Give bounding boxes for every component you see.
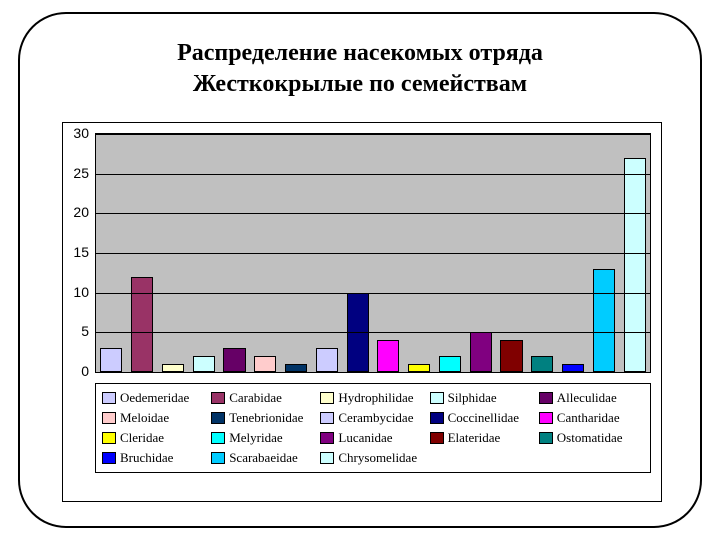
legend-item: Cerambycidae: [320, 410, 425, 426]
bar-hydrophilidae: [162, 364, 184, 372]
legend-item: Tenebrionidae: [211, 410, 316, 426]
y-tick-label: 15: [73, 244, 89, 260]
bar-cerambycidae: [316, 348, 338, 372]
legend-label: Melyridae: [229, 430, 282, 446]
legend-label: Ostomatidae: [557, 430, 623, 446]
legend: Oedemeridae Carabidae Hydrophilidae Silphid…: [95, 383, 651, 473]
legend-label: Chrysomelidae: [338, 450, 417, 466]
legend-swatch: [102, 392, 116, 404]
legend-item: Meloidae: [102, 410, 207, 426]
title-line-2: Жесткокрылые по семействам: [193, 71, 527, 97]
legend-swatch: [430, 392, 444, 404]
legend-label: Alleculidae: [557, 390, 617, 406]
legend-swatch: [102, 432, 116, 444]
legend-label: Hydrophilidae: [338, 390, 413, 406]
legend-swatch: [211, 432, 225, 444]
legend-swatch: [539, 412, 553, 424]
card: Распределение насекомых отряда Жесткокры…: [18, 12, 702, 528]
legend-item: Oedemeridae: [102, 390, 207, 406]
legend-item: Ostomatidae: [539, 430, 644, 446]
plot-area: [95, 133, 651, 373]
bar-scarabaeidae: [593, 269, 615, 372]
legend-label: Coccinellidae: [448, 410, 519, 426]
y-tick-label: 10: [73, 284, 89, 300]
legend-swatch: [102, 412, 116, 424]
grid-line: [96, 213, 650, 214]
legend-swatch: [539, 392, 553, 404]
bar-chrysomelidae: [624, 158, 646, 372]
legend-item: Hydrophilidae: [320, 390, 425, 406]
title-line-1: Распределение насекомых отряда: [177, 40, 543, 66]
legend-swatch: [211, 412, 225, 424]
legend-swatch: [430, 432, 444, 444]
bar-silphidae: [193, 356, 215, 372]
legend-label: Lucanidae: [338, 430, 392, 446]
y-tick-label: 30: [73, 125, 89, 141]
chart-panel: 0 5 10 15 20 25 30 Oedemeridae Carabidae Hydroph…: [62, 122, 662, 502]
bar-elateridae: [500, 340, 522, 372]
legend-swatch: [211, 452, 225, 464]
bar-bruchidae: [562, 364, 584, 372]
y-axis-labels: 051015202530: [63, 133, 93, 373]
legend-item: Silphidae: [430, 390, 535, 406]
legend-label: Cantharidae: [557, 410, 620, 426]
grid-line: [96, 293, 650, 294]
bar-meloidae: [254, 356, 276, 372]
legend-label: Oedemeridae: [120, 390, 189, 406]
legend-label: Meloidae: [120, 410, 169, 426]
legend-swatch: [539, 432, 553, 444]
legend-item: Coccinellidae: [430, 410, 535, 426]
bar-oedemeridae: [100, 348, 122, 372]
legend-label: Elateridae: [448, 430, 501, 446]
legend-item: Scarabaeidae: [211, 450, 316, 466]
chart-title: Распределение насекомых отряда Жесткокры…: [20, 38, 700, 100]
bar-lucanidae: [470, 332, 492, 372]
legend-label: Bruchidae: [120, 450, 173, 466]
grid-line: [96, 332, 650, 333]
bar-tenebrionidae: [285, 364, 307, 372]
legend-item: Cleridae: [102, 430, 207, 446]
legend-item: Elateridae: [430, 430, 535, 446]
legend-swatch: [102, 452, 116, 464]
legend-item: Alleculidae: [539, 390, 644, 406]
legend-swatch: [320, 432, 334, 444]
legend-label: Silphidae: [448, 390, 497, 406]
legend-swatch: [320, 412, 334, 424]
grid-line: [96, 134, 650, 135]
legend-swatch: [320, 392, 334, 404]
legend-item: Cantharidae: [539, 410, 644, 426]
legend-swatch: [211, 392, 225, 404]
legend-label: Cerambycidae: [338, 410, 413, 426]
y-tick-label: 0: [81, 363, 89, 379]
legend-item: Melyridae: [211, 430, 316, 446]
bar-alleculidae: [223, 348, 245, 372]
bar-carabidae: [131, 277, 153, 372]
legend-label: Carabidae: [229, 390, 282, 406]
bar-cantharidae: [377, 340, 399, 372]
legend-item: Lucanidae: [320, 430, 425, 446]
legend-label: Scarabaeidae: [229, 450, 298, 466]
bar-cleridae: [408, 364, 430, 372]
legend-item: Chrysomelidae: [320, 450, 425, 466]
legend-swatch: [320, 452, 334, 464]
y-tick-label: 5: [81, 323, 89, 339]
legend-item: Carabidae: [211, 390, 316, 406]
bar-ostomatidae: [531, 356, 553, 372]
legend-item: Bruchidae: [102, 450, 207, 466]
y-tick-label: 20: [73, 204, 89, 220]
grid-line: [96, 174, 650, 175]
legend-label: Tenebrionidae: [229, 410, 303, 426]
legend-swatch: [430, 412, 444, 424]
y-tick-label: 25: [73, 165, 89, 181]
legend-label: Cleridae: [120, 430, 164, 446]
grid-line: [96, 253, 650, 254]
bar-melyridae: [439, 356, 461, 372]
